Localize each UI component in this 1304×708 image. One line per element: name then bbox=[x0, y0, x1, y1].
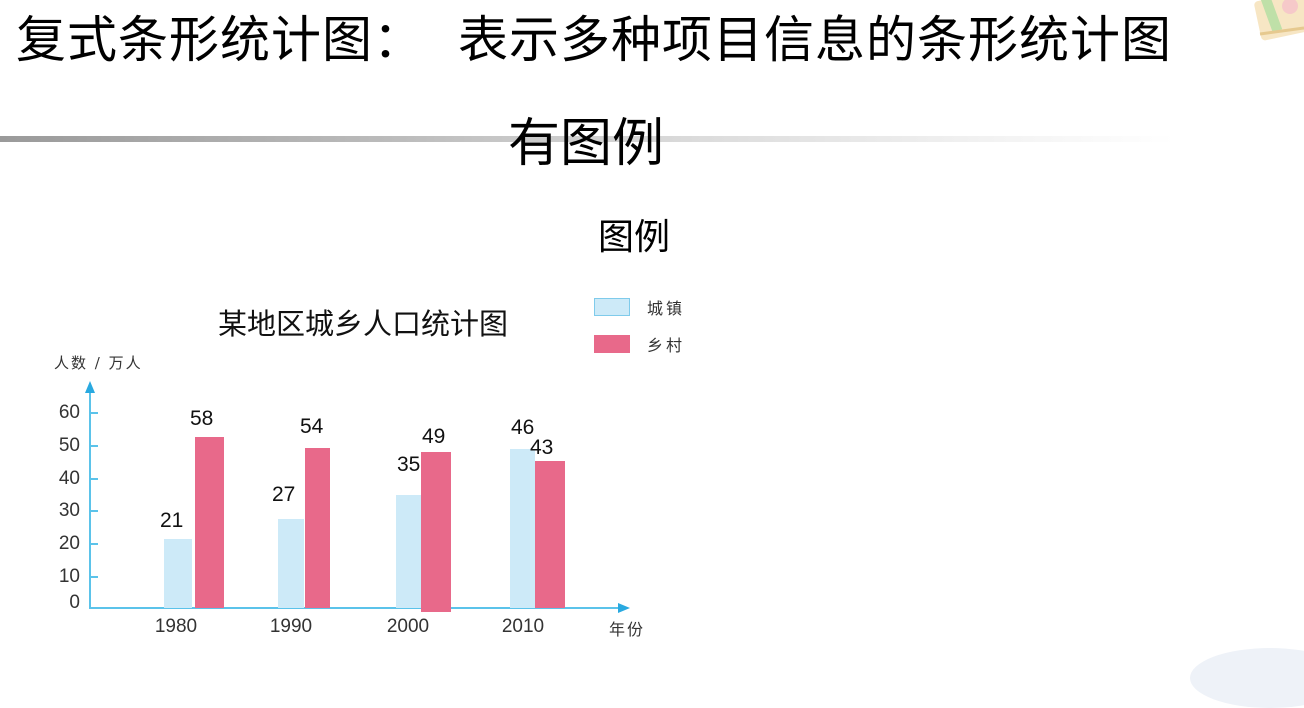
bar-value-label: 54 bbox=[300, 415, 324, 438]
y-axis bbox=[89, 392, 91, 609]
legend-item: 乡村 bbox=[594, 333, 685, 355]
bar-value-label: 35 bbox=[397, 453, 421, 476]
bar-value-label: 46 bbox=[511, 416, 535, 439]
x-tick-label: 1980 bbox=[154, 616, 198, 637]
y-tick-label: 10 bbox=[58, 566, 80, 587]
bar-urban-2010 bbox=[510, 449, 535, 608]
bar-rural-1980 bbox=[195, 437, 224, 608]
title-divider bbox=[0, 136, 1175, 142]
y-tick-label: 60 bbox=[58, 402, 80, 423]
bar-urban-1980 bbox=[164, 539, 192, 608]
y-tick-label: 30 bbox=[58, 500, 80, 521]
y-axis-label: 人数 / 万人 bbox=[54, 354, 143, 372]
chart-title: 某地区城乡人口统计图 bbox=[218, 307, 509, 341]
bar-rural-2010 bbox=[535, 461, 565, 608]
x-tick-label: 1990 bbox=[269, 616, 313, 637]
y-tick bbox=[91, 412, 98, 414]
y-tick bbox=[91, 510, 98, 512]
y-tick bbox=[91, 576, 98, 578]
y-axis-arrow-icon bbox=[85, 381, 95, 393]
bar-value-label: 49 bbox=[422, 425, 446, 448]
legend-item: 城镇 bbox=[594, 296, 685, 318]
slide-title: 复式条形统计图： 表示多种项目信息的条形统计图 bbox=[16, 8, 1172, 72]
bar-rural-1990 bbox=[305, 448, 330, 608]
y-tick-label: 50 bbox=[58, 435, 80, 456]
legend-label: 城镇 bbox=[647, 299, 686, 318]
decorative-shape bbox=[1190, 648, 1304, 708]
slide-subtitle: 有图例 bbox=[508, 114, 665, 174]
x-tick-label: 2010 bbox=[501, 616, 545, 637]
bar-value-label: 27 bbox=[272, 483, 296, 506]
bar-value-label: 21 bbox=[160, 509, 184, 532]
bar-rural-2000 bbox=[421, 452, 451, 612]
bar-urban-1990 bbox=[278, 519, 304, 608]
legend-heading: 图例 bbox=[598, 217, 671, 258]
legend-label: 乡村 bbox=[647, 336, 686, 355]
slide-title-part1: 复式条形统计图： bbox=[16, 11, 424, 69]
y-tick bbox=[91, 445, 98, 447]
y-tick-label: 0 bbox=[69, 592, 80, 613]
legend-swatch bbox=[594, 335, 630, 353]
bar-value-label: 43 bbox=[530, 436, 554, 459]
x-tick-label: 2000 bbox=[386, 616, 430, 637]
bar-urban-2000 bbox=[396, 495, 421, 608]
y-tick-label: 20 bbox=[58, 533, 80, 554]
y-tick bbox=[91, 543, 98, 545]
y-tick bbox=[91, 478, 98, 480]
y-tick-label: 40 bbox=[58, 468, 80, 489]
x-axis bbox=[90, 607, 620, 609]
legend-swatch bbox=[594, 298, 630, 316]
x-axis-label: 年份 bbox=[609, 620, 646, 639]
corner-illustration-icon bbox=[1244, 0, 1304, 42]
slide-title-part2: 表示多种项目信息的条形统计图 bbox=[458, 11, 1172, 69]
bar-value-label: 58 bbox=[190, 407, 214, 430]
x-axis-arrow-icon bbox=[618, 603, 630, 613]
